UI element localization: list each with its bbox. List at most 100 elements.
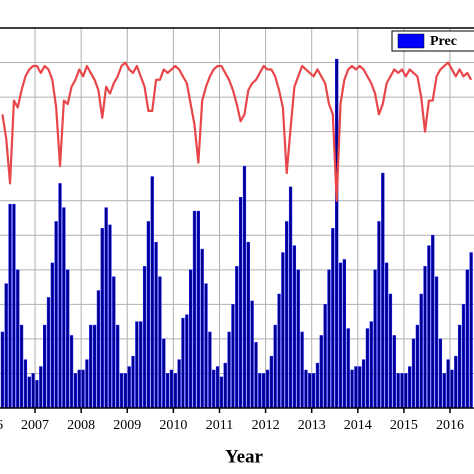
bar [135,321,139,409]
bar [39,366,43,409]
bar [315,362,320,409]
bar [446,359,450,409]
bar [54,221,58,409]
bar [461,304,466,409]
legend-swatch [397,33,425,49]
legend-label: Prec [430,34,457,49]
bar [92,324,97,409]
bar [331,228,335,409]
bar [369,321,373,409]
bar [319,335,323,409]
bar [131,355,135,409]
bar [81,369,85,409]
bar [431,235,435,409]
bar [354,366,358,409]
bar [308,373,312,409]
bar [19,324,24,409]
bar [165,373,170,409]
bar [381,172,385,409]
bar [438,338,443,409]
bar [361,359,366,409]
bar [388,293,393,409]
bar [323,304,327,409]
line [1,61,473,202]
bar [96,290,101,409]
bar [85,359,89,409]
bar [300,331,304,409]
bar [273,324,277,409]
bar [427,245,431,409]
bar [192,210,197,409]
x-tick-label: 2006 [0,418,3,433]
bar [454,355,458,409]
bar [258,373,262,409]
bar [358,366,362,409]
bar [189,269,193,409]
x-tick-label: 2016 [436,418,464,433]
bar [104,207,108,409]
bar [469,252,473,409]
bar [46,297,51,409]
bar [408,366,412,409]
bar [342,259,346,409]
bar [396,373,400,409]
bar [242,165,247,409]
bar [50,262,54,409]
bar [43,324,47,409]
bar [296,269,300,409]
bar [127,366,131,409]
bar [250,300,254,409]
bar [238,197,243,409]
bar [73,373,78,409]
bar [281,252,285,409]
x-tick-label: 2013 [298,418,326,433]
bar [384,262,389,409]
bar [392,335,396,409]
bar [27,376,31,409]
bar [204,283,208,409]
bar [100,228,104,409]
x-tick-label: 2015 [390,418,418,433]
bar [146,221,151,409]
bar [338,262,343,409]
bar [8,203,12,409]
bar [277,293,281,409]
bar [196,210,200,409]
bar [312,373,316,409]
bar [419,293,423,409]
bar [288,186,293,409]
bar [215,366,220,409]
bar [158,276,162,409]
bar [235,266,239,409]
bar [442,373,446,409]
bar [219,376,224,409]
bar [16,269,20,409]
bar [119,373,124,409]
bar [31,373,35,409]
bar [108,224,112,409]
bar [231,304,235,409]
bar [77,369,81,409]
bar [200,248,204,409]
x-tick-label: 2009 [113,418,141,433]
bar [123,373,127,409]
bar [350,369,354,409]
bar [304,369,308,409]
bar [173,373,177,409]
bar [246,241,250,409]
x-axis-label: Year [225,446,264,467]
bar [335,58,339,409]
bar [365,328,370,409]
x-tick-label: 2011 [206,418,233,433]
bar [112,276,116,409]
bar [373,269,377,409]
bar [327,269,331,409]
bar [269,355,273,409]
bar [285,221,289,409]
bar [212,369,216,409]
bar [66,269,70,409]
bar [0,331,5,409]
bar [139,321,143,409]
bar [423,266,427,409]
bar [154,241,158,409]
